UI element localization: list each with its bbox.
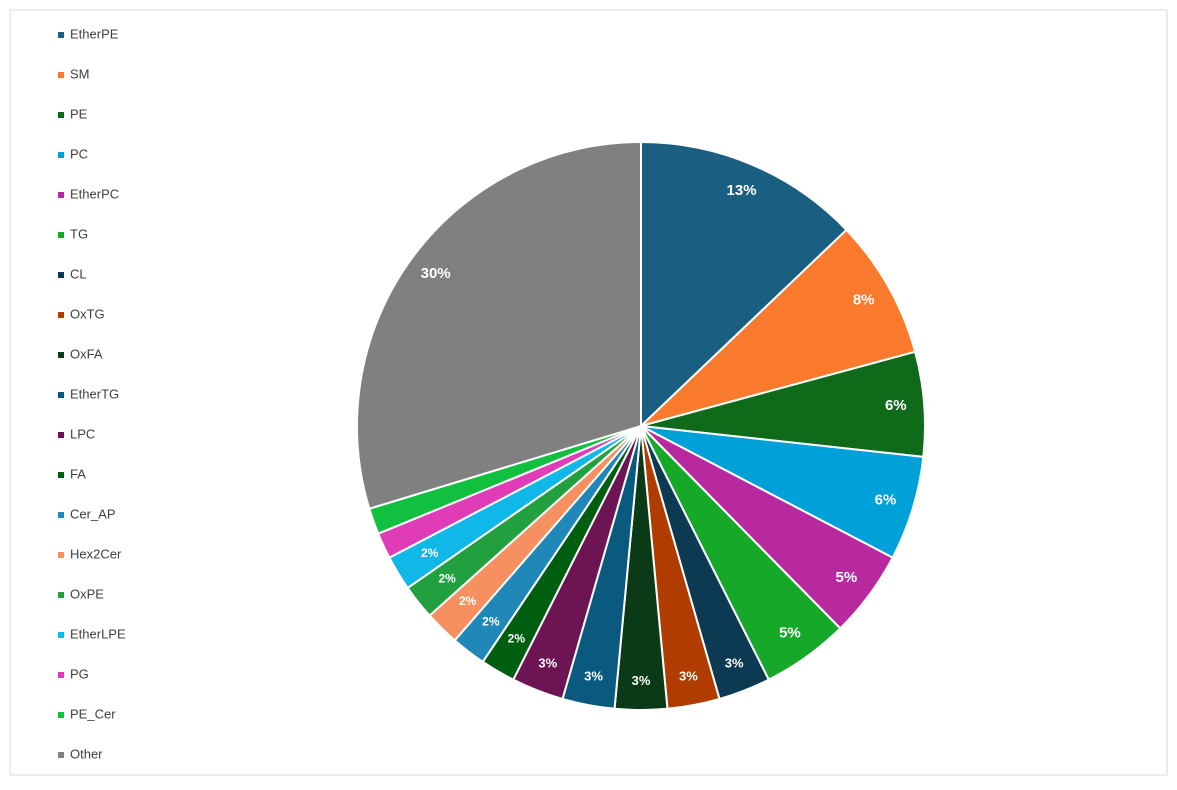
legend-swatch (58, 392, 64, 398)
legend-swatch (58, 352, 64, 358)
data-label: 2% (459, 594, 477, 608)
legend-swatch (58, 152, 64, 158)
legend-swatch (58, 72, 64, 78)
legend-swatch (58, 512, 64, 518)
legend-label: EtherPC (70, 186, 119, 201)
legend-label: OxPE (70, 586, 104, 601)
legend-label: OxFA (70, 346, 103, 361)
legend-swatch (58, 312, 64, 318)
data-label: 2% (482, 614, 500, 628)
legend-label: CL (70, 266, 87, 281)
legend-label: Cer_AP (70, 506, 116, 521)
legend-swatch (58, 712, 64, 718)
legend-swatch (58, 672, 64, 678)
data-label: 6% (885, 397, 907, 414)
data-label: 8% (853, 291, 875, 308)
legend-swatch (58, 752, 64, 758)
legend-label: OxTG (70, 306, 105, 321)
legend-label: PE_Cer (70, 706, 116, 721)
legend-label: Other (70, 746, 103, 761)
data-label: 2% (421, 546, 439, 560)
data-label: 6% (875, 491, 897, 508)
pie-slice (640, 228, 917, 427)
legend-swatch (58, 272, 64, 278)
legend-label: PE (70, 106, 88, 121)
data-label: 30% (421, 265, 451, 282)
data-label: 3% (584, 669, 603, 684)
legend-label: EtherTG (70, 386, 119, 401)
data-label: 2% (438, 571, 456, 585)
legend-swatch (58, 432, 64, 438)
legend-label: Hex2Cer (70, 546, 122, 561)
legend-label: PC (70, 146, 88, 161)
data-label: 3% (538, 655, 557, 670)
data-label: 13% (727, 182, 757, 199)
legend-swatch (58, 192, 64, 198)
legend-swatch (58, 632, 64, 638)
legend-label: TG (70, 226, 88, 241)
data-label: 5% (836, 569, 858, 586)
pie-slice (356, 140, 642, 510)
legend-label: LPC (70, 426, 95, 441)
legend-label: PG (70, 666, 89, 681)
legend-swatch (58, 552, 64, 558)
legend-label: SM (70, 66, 90, 81)
data-label: 5% (779, 625, 801, 642)
legend-swatch (58, 472, 64, 478)
legend-swatch (58, 592, 64, 598)
data-label: 3% (632, 673, 651, 688)
legend-label: EtherPE (70, 26, 119, 41)
legend-swatch (58, 112, 64, 118)
legend-label: FA (70, 466, 86, 481)
data-label: 3% (725, 655, 744, 670)
legend-label: EtherLPE (70, 626, 126, 641)
pie-slice (640, 140, 848, 429)
data-label: 3% (679, 669, 698, 684)
legend-swatch (58, 232, 64, 238)
legend-swatch (58, 32, 64, 38)
data-label: 2% (508, 632, 526, 646)
